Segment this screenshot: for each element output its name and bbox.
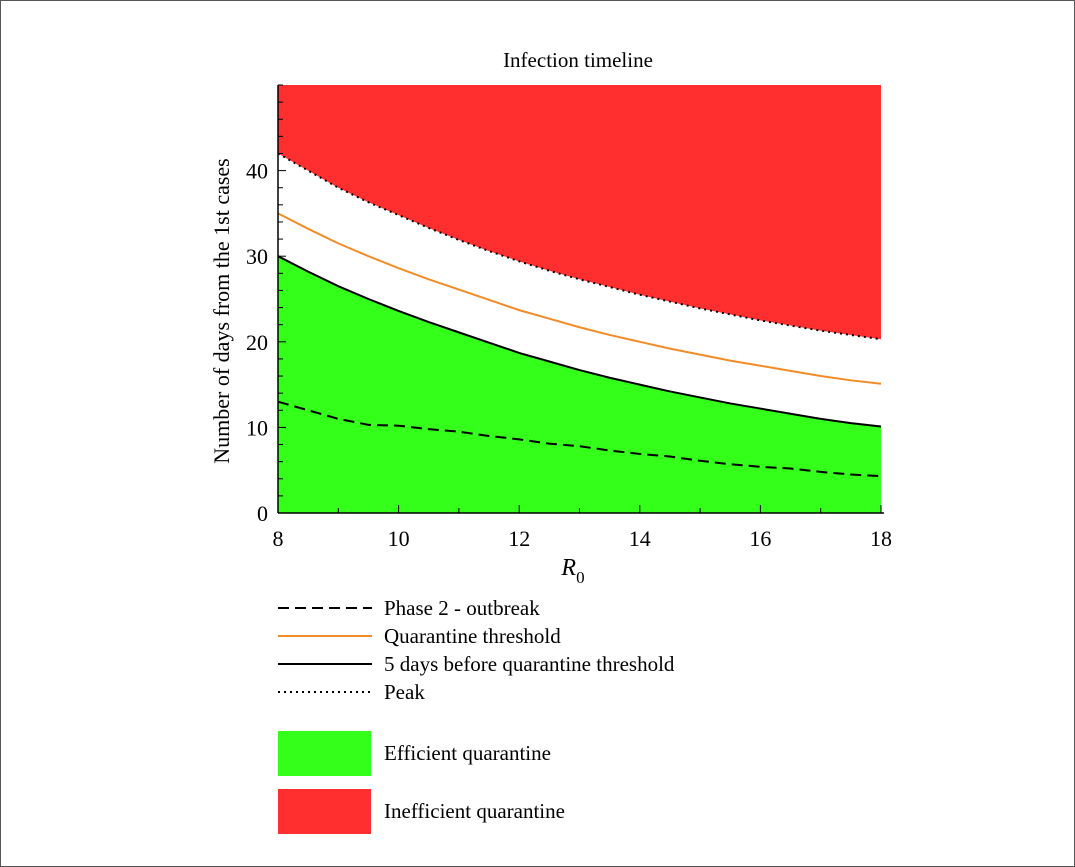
- legend: Phase 2 - outbreak Quarantine threshold 5 …: [278, 596, 675, 834]
- legend-label-phase-2-outbreak: Phase 2 - outbreak: [384, 596, 540, 620]
- y-tick-label-40: 40: [246, 159, 268, 184]
- x-tick-label-14: 14: [629, 526, 651, 551]
- y-tick-label-30: 30: [246, 244, 268, 269]
- plot-lines: [277, 152, 882, 478]
- region-efficient-quarantine: [278, 256, 881, 513]
- y-axis-label: Number of days from the 1st cases: [209, 158, 234, 463]
- legend-label-inefficient-quarantine: Inefficient quarantine: [384, 799, 565, 823]
- x-tick-label-18: 18: [870, 526, 892, 551]
- y-tick-label-10: 10: [246, 415, 268, 440]
- region-inefficient-quarantine: [278, 85, 881, 340]
- legend-label-5-days-before-quarantine-threshold: 5 days before quarantine threshold: [384, 652, 675, 676]
- x-tick-label-16: 16: [749, 526, 771, 551]
- series-line-5-days-before-quarantine-threshold: [277, 255, 882, 428]
- legend-label-efficient-quarantine: Efficient quarantine: [384, 741, 551, 765]
- x-axis-label: R0: [560, 555, 584, 587]
- x-tick-label-8: 8: [273, 526, 284, 551]
- y-tick-label-0: 0: [257, 501, 268, 526]
- x-tick-label-10: 10: [388, 526, 410, 551]
- chart-title: Infection timeline: [503, 48, 653, 72]
- series-line-quarantine-threshold: [277, 212, 882, 385]
- x-tick-label-12: 12: [508, 526, 530, 551]
- y-tick-label-20: 20: [246, 330, 268, 355]
- legend-swatch-efficient-quarantine: [278, 731, 371, 776]
- legend-label-peak: Peak: [384, 680, 425, 704]
- series-line-phase-2-outbreak: [277, 400, 882, 478]
- legend-label-quarantine-threshold: Quarantine threshold: [384, 624, 561, 648]
- plot-fills: [278, 85, 881, 513]
- legend-swatch-inefficient-quarantine: [278, 789, 371, 834]
- plot-axes: 8 10 12 14 16 18 0 10 20 30 40: [246, 84, 892, 551]
- x-axis-label-subscript: 0: [576, 568, 585, 587]
- x-axis-label-main: R: [560, 555, 576, 581]
